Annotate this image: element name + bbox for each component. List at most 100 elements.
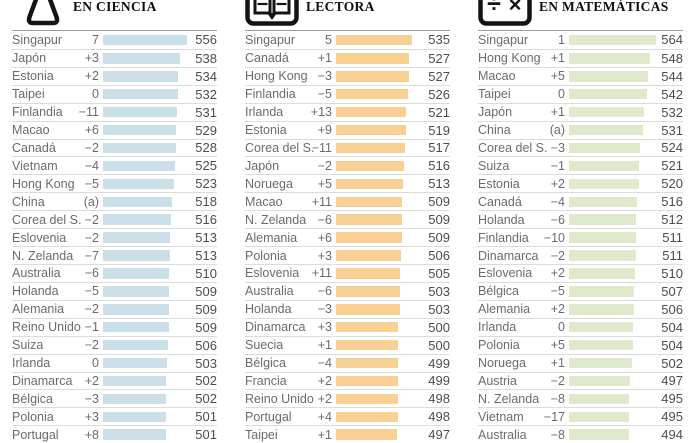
country-name: Japón <box>12 51 47 66</box>
score-bar-track <box>569 142 657 154</box>
score-bar <box>103 393 167 405</box>
country-name: Irlanda <box>478 320 517 335</box>
table-row: Taipei +1 497 <box>245 425 450 443</box>
country-name: Reino Unido <box>12 320 81 335</box>
score-bar <box>569 106 644 118</box>
score-value: 504 <box>661 319 683 335</box>
table-row: Bélgica −5 507 <box>478 281 683 300</box>
score-change: +3 <box>317 248 332 263</box>
country-name: Alemania <box>478 302 531 317</box>
score-bar <box>569 88 648 100</box>
score-bar-track <box>103 232 191 243</box>
score-bar <box>103 124 177 136</box>
math-column: ÷ × EN MATEMÁTICAS Singapur 1 564 Hong Kong… <box>478 0 683 442</box>
table-row: Noruega +5 513 <box>245 174 450 192</box>
country-name: Polonia <box>12 409 54 424</box>
country-name: Taipei <box>478 87 511 102</box>
score-bar <box>103 321 169 333</box>
score-value: 501 <box>195 409 217 425</box>
table-row: Singapur 7 556 <box>12 31 217 49</box>
score-bar <box>103 160 175 172</box>
country-name: Estonia <box>478 176 520 191</box>
score-bar <box>336 375 398 387</box>
score-bar <box>103 53 180 64</box>
score-value: 511 <box>662 248 683 264</box>
country-name: Macao <box>12 123 50 138</box>
score-bar-track <box>103 286 191 297</box>
score-change: −4 <box>317 356 332 371</box>
score-value: 527 <box>428 50 450 66</box>
score-bar-track <box>103 196 191 207</box>
score-value: 504 <box>661 337 683 353</box>
score-change: 0 <box>558 320 565 335</box>
score-bar <box>103 411 166 423</box>
table-row: N. Zelanda −8 495 <box>478 389 683 407</box>
score-bar-track <box>336 53 424 64</box>
score-change: −6 <box>317 212 332 227</box>
score-bar <box>103 232 171 243</box>
country-name: Noruega <box>478 356 526 371</box>
score-bar-track <box>103 178 191 190</box>
score-bar-track <box>569 268 657 279</box>
score-change: +2 <box>317 373 332 388</box>
score-value: 525 <box>195 158 217 174</box>
table-row: Hong Kong +1 548 <box>478 48 683 67</box>
score-value: 506 <box>661 301 683 317</box>
score-bar-track <box>336 429 424 440</box>
reading-title: LECTORA <box>306 0 375 14</box>
score-value: 497 <box>661 373 683 389</box>
score-bar-track <box>103 250 191 261</box>
score-change: +5 <box>550 338 565 353</box>
score-bar-track <box>103 393 191 405</box>
score-change: 0 <box>558 87 565 102</box>
score-value: 503 <box>428 283 450 299</box>
score-bar <box>569 232 636 243</box>
score-change: +6 <box>317 230 332 245</box>
table-row: Dinamarca +2 502 <box>12 371 217 390</box>
score-bar-track <box>336 124 424 136</box>
score-bar <box>569 160 640 172</box>
score-bar-track <box>103 268 191 279</box>
score-bar-track <box>569 339 657 351</box>
score-value: 527 <box>428 68 450 84</box>
score-bar <box>103 357 167 369</box>
country-name: Australia <box>478 427 527 442</box>
score-value: 510 <box>195 265 217 281</box>
score-bar-track <box>569 160 657 172</box>
country-name: Eslovenia <box>245 266 300 281</box>
table-row: Taipei 0 532 <box>12 84 217 103</box>
score-value: 509 <box>195 301 217 317</box>
score-bar-track <box>336 214 424 225</box>
table-row: Polonia +3 501 <box>12 407 217 425</box>
country-name: Holanda <box>12 284 59 299</box>
country-name: Corea del S. <box>245 140 315 155</box>
score-change: −6 <box>84 266 99 281</box>
country-name: Corea del S. <box>478 140 548 155</box>
table-row: Noruega +1 502 <box>478 353 683 372</box>
score-value: 501 <box>195 427 217 443</box>
score-change: −5 <box>84 176 99 191</box>
score-bar-track <box>103 71 191 82</box>
score-value: 523 <box>195 176 217 192</box>
country-name: Bélgica <box>478 284 519 299</box>
table-row: Irlanda 0 504 <box>478 317 683 336</box>
score-bar <box>103 142 176 154</box>
score-value: 505 <box>428 265 450 281</box>
svg-text:÷: ÷ <box>487 0 501 18</box>
score-value: 502 <box>195 391 217 407</box>
score-bar <box>336 106 407 118</box>
score-value: 531 <box>195 104 217 120</box>
table-row: Francia +2 499 <box>245 371 450 390</box>
score-bar <box>103 214 172 225</box>
country-name: Canadá <box>478 194 522 209</box>
table-row: Macao +5 544 <box>478 66 683 85</box>
country-name: Irlanda <box>12 356 51 371</box>
score-value: 499 <box>428 373 450 389</box>
country-name: Vietnam <box>12 158 58 173</box>
score-value: 517 <box>428 140 450 156</box>
score-change: +3 <box>84 409 99 424</box>
table-row: Reino Unido +2 498 <box>245 389 450 407</box>
country-name: Taipei <box>245 427 278 442</box>
score-bar <box>569 393 630 405</box>
score-bar <box>569 304 634 315</box>
